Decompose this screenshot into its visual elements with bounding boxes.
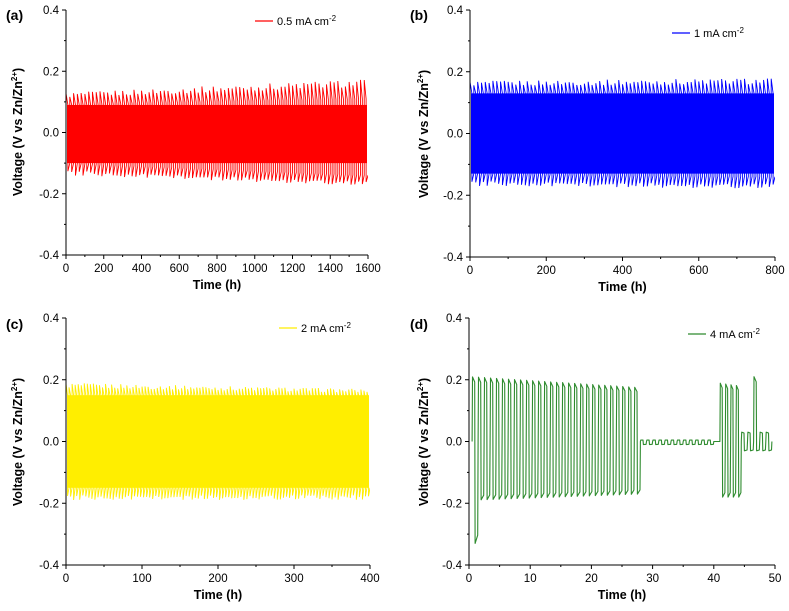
y-tick-label: 0.2 <box>447 67 463 79</box>
chart-panel-1: 0 200 400 600 800 1000 1200 1400 1600 -0.4 -0.2 0.0… <box>6 5 381 292</box>
y-tick-label: 0.4 <box>43 313 60 325</box>
y-tick-label: 0.0 <box>43 128 59 140</box>
series-line <box>66 79 368 185</box>
x-tick-label: 0 <box>466 573 472 585</box>
chart-panel-2: 0 200 400 600 800 -0.4 -0.2 0.0 0.2 0.4 Time (h) Vo… <box>410 5 785 294</box>
x-axis-title: Time (h) <box>194 588 242 602</box>
x-tick-label: 200 <box>537 265 556 277</box>
y-tick-label: 0.4 <box>447 5 464 17</box>
y-tick-label: 0.4 <box>446 313 463 325</box>
legend-label-sup: -2 <box>344 321 352 330</box>
y-axis-title-main: Voltage (V vs Zn/Zn <box>11 81 25 196</box>
y-tick-label: 0.2 <box>43 375 59 387</box>
y-axis-title-main: Voltage (V vs Zn/Zn <box>417 391 431 506</box>
panel-label: (d) <box>410 316 428 332</box>
x-tick-label: 800 <box>207 263 226 275</box>
x-tick-label: 200 <box>208 573 227 585</box>
y-tick-label: -0.2 <box>443 190 463 202</box>
y-tick-label: -0.4 <box>443 252 463 264</box>
legend-label: 0.5 mA cm-2 <box>277 14 337 28</box>
x-tick-label: 10 <box>524 573 537 585</box>
y-axis-title-end: ) <box>11 378 25 382</box>
legend-label: 4 mA cm-2 <box>710 327 760 341</box>
x-tick-label: 400 <box>132 263 151 275</box>
legend-label-sup: -2 <box>753 327 761 336</box>
y-tick-label: 0.2 <box>43 66 59 78</box>
y-axis-title: Voltage (V vs Zn/Zn2+) <box>10 378 25 506</box>
x-tick-label: 20 <box>585 573 598 585</box>
y-axis-title-end: ) <box>417 70 431 74</box>
x-tick-label: 1000 <box>242 263 268 275</box>
y-axis-title-sup: 2+ <box>416 382 425 391</box>
legend-label-sup: -2 <box>329 14 337 23</box>
chart-panel-3: 0 100 200 300 400 -0.4 -0.2 0.0 0.2 0.4 Time (h) Vo… <box>6 313 380 602</box>
y-tick-label: 0.2 <box>446 375 462 387</box>
legend-label: 2 mA cm-2 <box>301 321 351 335</box>
x-tick-label: 200 <box>94 263 113 275</box>
y-tick-label: 0.0 <box>447 129 463 141</box>
y-tick-label: -0.2 <box>442 498 462 510</box>
series-line <box>470 78 775 189</box>
x-axis-title: Time (h) <box>598 280 646 294</box>
x-tick-label: 30 <box>646 573 659 585</box>
series-line <box>471 376 773 544</box>
y-tick-label: -0.2 <box>39 189 59 201</box>
y-axis-title: Voltage (V vs Zn/Zn2+) <box>10 68 25 196</box>
y-axis-title-sup: 2+ <box>10 72 19 81</box>
x-tick-label: 1600 <box>355 263 381 275</box>
legend-label-main: 1 mA cm <box>694 28 737 40</box>
y-tick-label: -0.4 <box>442 560 462 572</box>
x-tick-label: 0 <box>467 265 473 277</box>
x-tick-label: 40 <box>707 573 720 585</box>
y-tick-label: -0.4 <box>39 560 59 572</box>
x-tick-label: 400 <box>613 265 632 277</box>
x-tick-label: 1200 <box>280 263 306 275</box>
x-tick-label: 0 <box>63 263 69 275</box>
x-tick-label: 1400 <box>317 263 343 275</box>
x-tick-label: 600 <box>170 263 189 275</box>
x-tick-label: 50 <box>769 573 782 585</box>
panel-label: (a) <box>6 7 23 23</box>
x-tick-label: 400 <box>360 573 379 585</box>
x-axis-title: Time (h) <box>598 588 646 602</box>
x-tick-label: 300 <box>284 573 303 585</box>
legend-label-main: 4 mA cm <box>710 329 753 341</box>
y-axis-title: Voltage (V vs Zn/Zn2+) <box>416 70 431 198</box>
y-axis-title-main: Voltage (V vs Zn/Zn <box>11 391 25 506</box>
panel-label: (b) <box>410 7 428 23</box>
series-line <box>66 383 370 501</box>
y-tick-label: 0.4 <box>43 5 60 17</box>
y-axis-title-main: Voltage (V vs Zn/Zn <box>417 83 431 198</box>
x-tick-label: 100 <box>132 573 151 585</box>
x-tick-label: 800 <box>765 265 784 277</box>
legend-label-sup: -2 <box>737 26 745 35</box>
y-tick-label: -0.4 <box>39 250 59 262</box>
y-tick-label: 0.0 <box>43 437 59 449</box>
x-tick-label: 0 <box>63 573 69 585</box>
y-axis-title: Voltage (V vs Zn/Zn2+) <box>416 378 431 506</box>
legend-label: 1 mA cm-2 <box>694 26 744 40</box>
y-axis-title-sup: 2+ <box>10 382 19 391</box>
x-axis-title: Time (h) <box>193 278 241 292</box>
chart-panel-4: 0 10 20 30 40 50 -0.4 -0.2 0.0 0.2 0.4 Time (h) Volt… <box>410 313 781 602</box>
legend-label-main: 0.5 mA cm <box>277 16 329 28</box>
y-axis-title-end: ) <box>417 378 431 382</box>
y-axis-title-sup: 2+ <box>416 74 425 83</box>
panel-label: (c) <box>6 316 23 332</box>
y-axis-title-end: ) <box>11 68 25 72</box>
legend-label-main: 2 mA cm <box>301 323 344 335</box>
x-tick-label: 600 <box>689 265 708 277</box>
y-tick-label: 0.0 <box>446 437 462 449</box>
y-tick-label: -0.2 <box>39 498 59 510</box>
